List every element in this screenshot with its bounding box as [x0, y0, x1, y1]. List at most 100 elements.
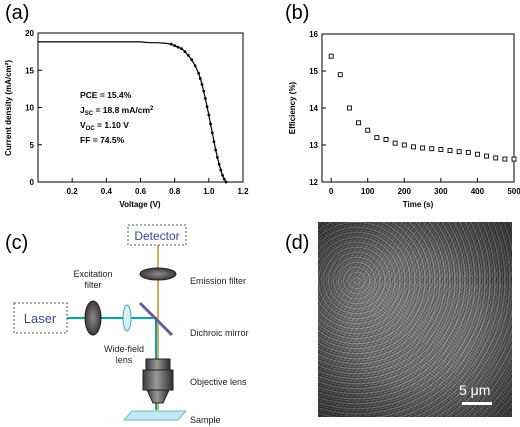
eff-data-point	[346, 105, 352, 111]
eff-ytick-label: 15	[309, 67, 318, 76]
eff-data-point	[493, 155, 499, 161]
eff-ytick-label: 14	[309, 104, 318, 113]
eff-data-point	[401, 142, 407, 148]
excitation-filter-label-2: filter	[84, 280, 101, 290]
jv-data-point	[198, 77, 202, 80]
jv-data-point	[186, 53, 190, 57]
eff-xlabel: Time (s)	[403, 200, 434, 209]
eff-tick-group: 0 100 200 300 400 500 12 13 14 15 16	[309, 30, 520, 196]
panel-label-a: (a)	[5, 2, 30, 24]
jv-data-point	[224, 180, 228, 184]
panel-label-d: (d)	[285, 232, 310, 254]
jv-data-point	[204, 97, 207, 100]
jv-data-point	[190, 58, 194, 62]
objective-top	[145, 358, 171, 371]
eff-ytick-label: 12	[309, 178, 318, 187]
jv-data-point	[197, 71, 200, 75]
jv-data-point	[221, 173, 224, 177]
eff-data-point	[456, 149, 462, 155]
jv-data-point	[210, 131, 214, 135]
detector-box	[127, 224, 187, 246]
jv-ytick-label: 10	[25, 104, 34, 113]
voc-symbol: V	[80, 120, 86, 130]
optical-setup-diagram: Detector Laser Excitation filter Wide-fi…	[13, 224, 249, 425]
jv-data-point	[209, 122, 212, 126]
eff-data-point	[420, 145, 426, 151]
eff-xtick-label: 200	[398, 187, 412, 196]
jv-annotations: PCE = 15.4% JSC = 18.8 mA/cm2 VOC = 1.10…	[80, 90, 154, 145]
micrograph-texture	[318, 222, 512, 417]
jv-ylabel: Current density (mA/cm²)	[4, 60, 13, 156]
jv-data-point	[219, 168, 223, 172]
jsc-superscript: 2	[150, 106, 154, 112]
jsc-subscript: SC	[85, 111, 94, 117]
jv-data-point	[193, 64, 197, 68]
eff-series	[328, 53, 517, 162]
emission-filter-label: Emission filter	[190, 276, 246, 286]
laser-box	[13, 302, 68, 334]
widefield-lens-label-1: Wide-field	[104, 344, 144, 354]
jv-xtick-label: 1.2	[237, 187, 249, 196]
jv-tick-group: 0.2 0.4 0.6 0.8 1.0 1.2 0 5 10 15 20	[25, 29, 249, 196]
jv-data-point	[212, 140, 216, 144]
excitation-filter-label-1: Excitation	[73, 269, 112, 279]
eff-data-point	[365, 127, 371, 133]
jv-data-point	[169, 42, 173, 46]
voc-value: = 1.10 V	[95, 120, 130, 130]
jv-data-point	[180, 47, 183, 51]
eff-data-point	[337, 72, 343, 78]
detector-label: Detector	[134, 229, 179, 243]
jv-data-point	[205, 105, 209, 109]
micrograph-image	[318, 222, 512, 417]
eff-data-point	[502, 156, 508, 162]
jv-xtick-label: 0.6	[135, 187, 147, 196]
eff-data-point	[484, 153, 490, 159]
jv-xlabel: Voltage (V)	[119, 200, 161, 209]
eff-ylabel: Efficiency (%)	[288, 81, 297, 134]
jv-data-point	[215, 156, 219, 159]
jv-data-point	[202, 89, 206, 93]
eff-data-point	[356, 120, 362, 126]
voc-annotation: VOC = 1.10 V	[80, 120, 129, 132]
widefield-lens	[122, 304, 132, 332]
jv-xtick-label: 0.4	[101, 187, 113, 196]
jv-data-point	[207, 113, 211, 117]
eff-xtick-label: 0	[329, 187, 334, 196]
eff-data-point	[429, 146, 435, 152]
laser-label: Laser	[24, 311, 57, 326]
panel-label-c: (c)	[5, 232, 29, 254]
sample-label: Sample	[190, 415, 221, 425]
eff-xtick-label: 100	[361, 187, 375, 196]
voc-subscript: OC	[86, 126, 96, 132]
eff-data-point	[511, 156, 517, 162]
panel-label-b: (b)	[285, 2, 310, 24]
jsc-value: = 18.8 mA/cm	[93, 105, 150, 115]
jv-data-point	[173, 44, 177, 48]
eff-data-point	[474, 151, 480, 157]
eff-data-point	[410, 144, 416, 150]
ff-annotation: FF = 74.5%	[80, 135, 125, 145]
eff-xtick-label: 400	[471, 187, 485, 196]
jv-data-point	[222, 177, 226, 181]
jv-data-point	[214, 148, 218, 152]
sample-slide	[122, 410, 188, 421]
jv-chart: 0.2 0.4 0.6 0.8 1.0 1.2 0 5 10 15 20 Voltage (V) C…	[4, 29, 249, 209]
eff-data-point	[447, 148, 453, 154]
objective-body	[142, 369, 174, 391]
jsc-annotation: JSC = 18.8 mA/cm2	[80, 105, 154, 117]
jv-data-point	[176, 45, 180, 49]
emission-filter	[139, 267, 177, 281]
jv-data-point	[183, 50, 187, 54]
jv-data-point	[200, 83, 204, 86]
jv-ytick-label: 15	[25, 66, 34, 75]
jv-ytick-label: 20	[25, 29, 34, 38]
dichroic-mirror-label: Dichroic mirror	[190, 328, 249, 338]
pce-annotation: PCE = 15.4%	[80, 90, 132, 100]
eff-data-point	[328, 53, 334, 59]
eff-data-point	[383, 136, 389, 142]
micrograph-vignette	[318, 222, 512, 417]
jv-series	[38, 41, 228, 184]
scale-bar-label: 5 μm	[459, 382, 491, 398]
eff-xtick-label: 300	[434, 187, 448, 196]
eff-data-point	[438, 146, 444, 152]
